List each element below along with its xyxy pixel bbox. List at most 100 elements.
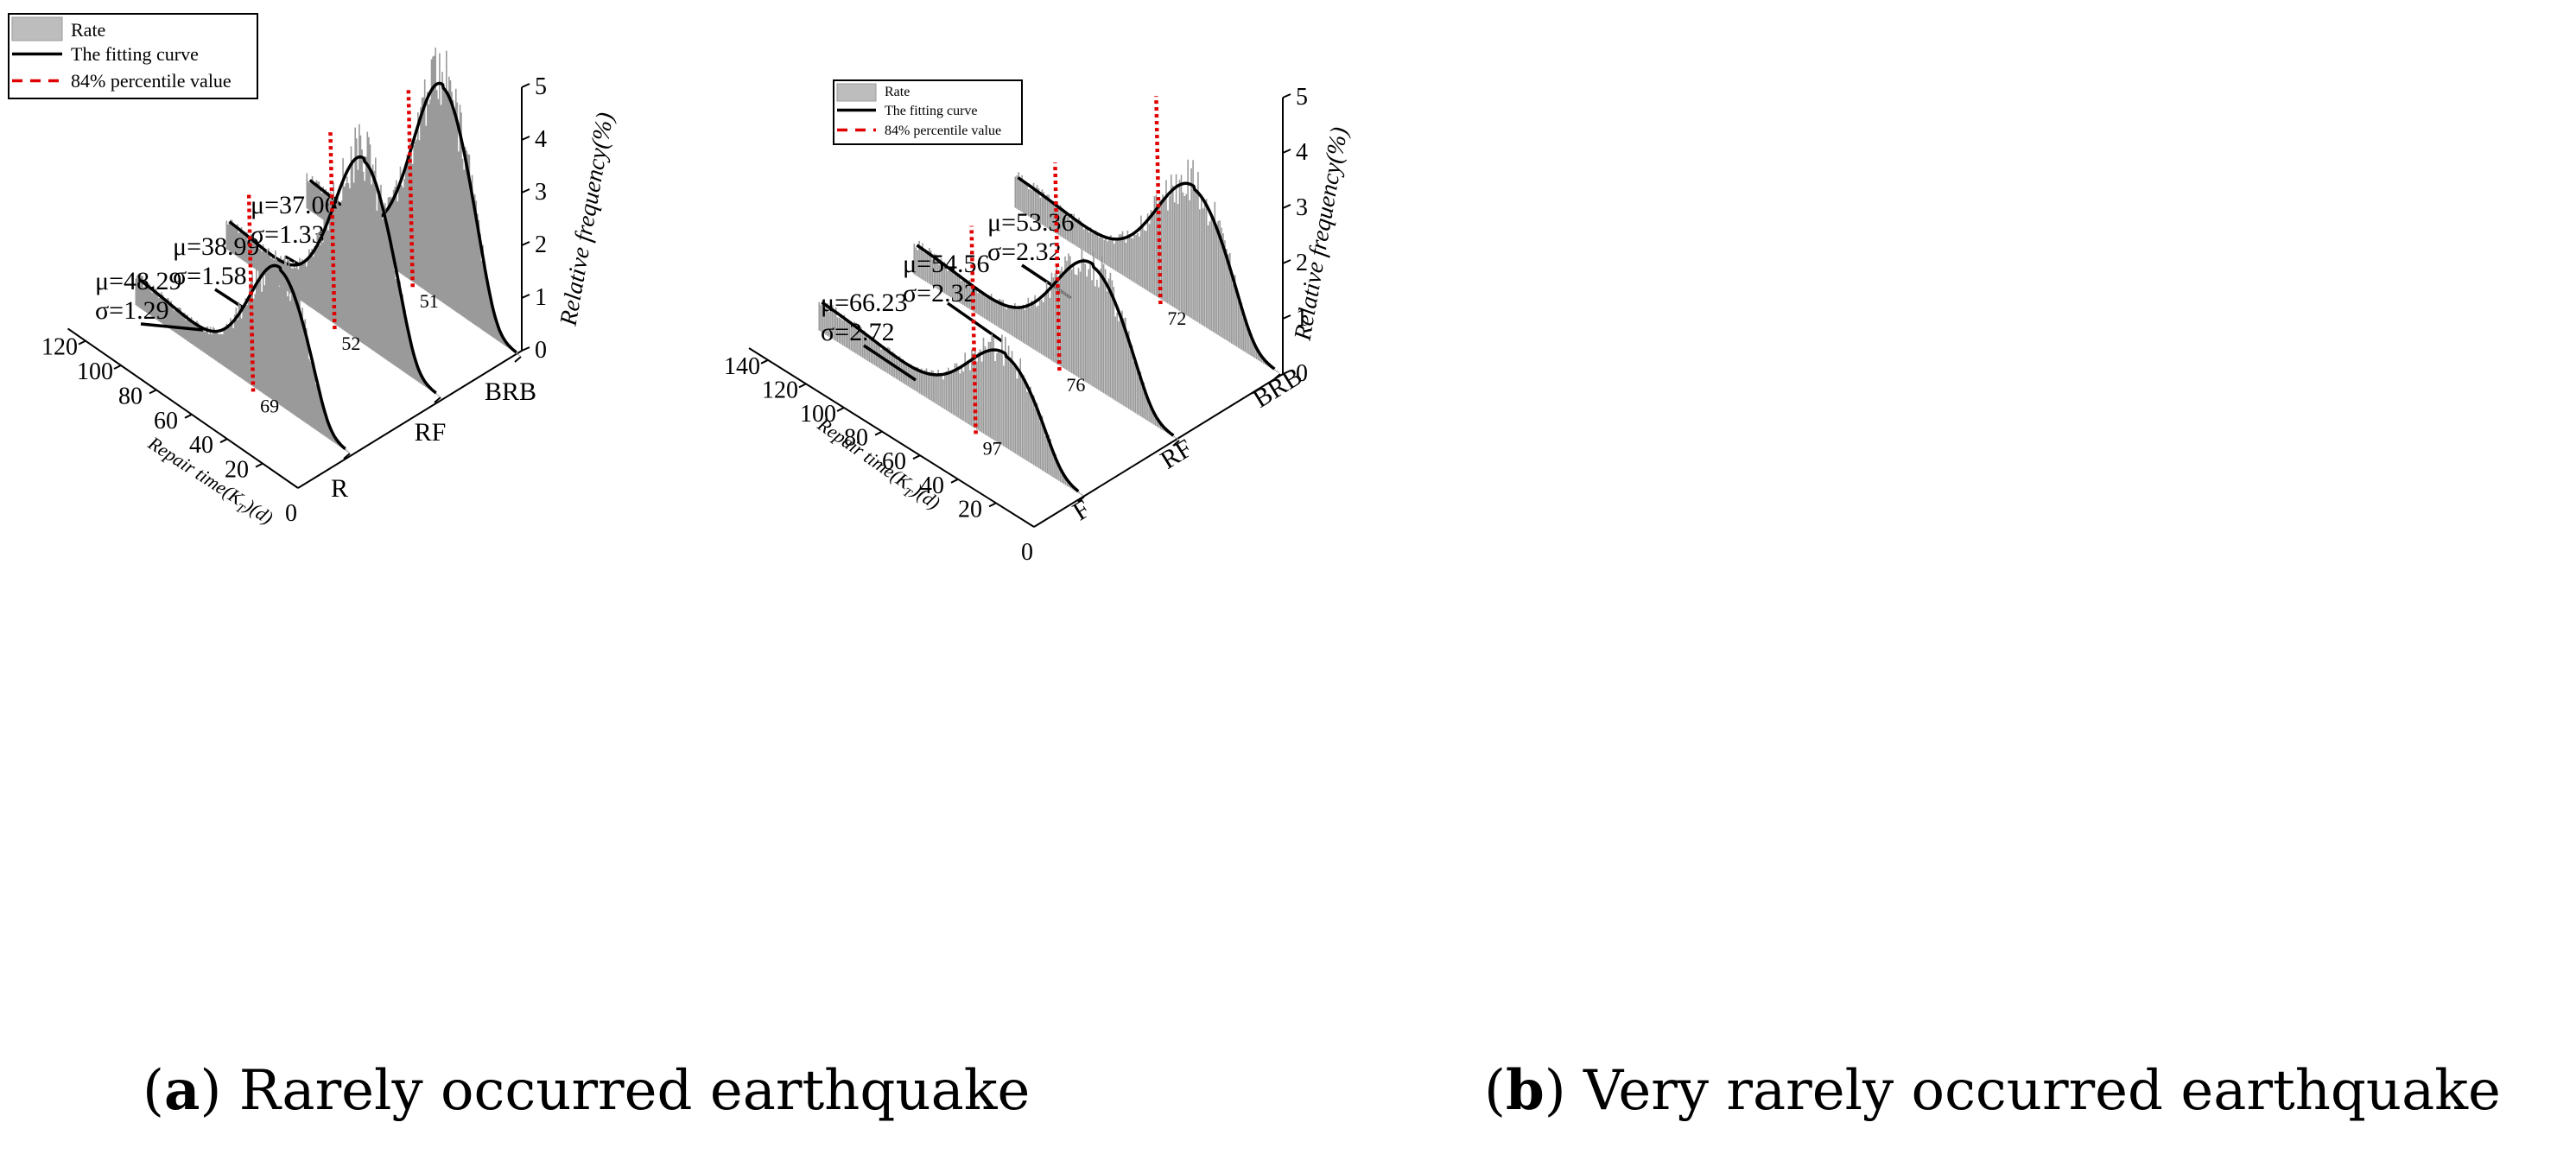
stats-leader-line	[140, 322, 204, 332]
x-tick-label: 80	[118, 383, 143, 409]
p84-value-label: 76	[1066, 374, 1085, 396]
legend-rate-swatch	[11, 16, 63, 41]
series-brb: 51 μ=37.06σ=1.33	[251, 48, 521, 356]
x-tick-label: 40	[920, 472, 944, 499]
x-tick-label: 60	[154, 408, 178, 434]
category-axis-line	[297, 350, 523, 489]
x-tick-label: 60	[882, 448, 906, 475]
sigma-label: σ=1.58	[173, 262, 247, 290]
category-tick-mark	[1077, 496, 1085, 503]
mu-label: μ=37.06	[251, 191, 338, 219]
panel-b-letter: b	[1505, 1058, 1545, 1123]
sigma-label: σ=2.32	[987, 238, 1062, 266]
z-axis-title: Relative frequency(%)	[555, 111, 619, 329]
z-tick-mark	[1282, 149, 1291, 154]
x-tick-mark	[113, 365, 122, 370]
category-tick-mark	[1172, 440, 1180, 447]
x-origin-label: 0	[285, 500, 297, 527]
x-tick-mark	[836, 407, 845, 412]
mu-label: μ=53.36	[987, 208, 1075, 237]
x-tick-label: 40	[189, 432, 213, 459]
x-tick-mark	[988, 502, 997, 508]
z-tick-mark	[521, 241, 530, 246]
category-label: R	[331, 474, 348, 503]
z-tick-mark	[1282, 93, 1291, 98]
x-tick-label: 100	[77, 358, 113, 385]
z-tick-mark	[1282, 259, 1291, 264]
z-tick-mark	[521, 188, 530, 193]
category-tick-mark	[514, 356, 522, 363]
z-tick-mark	[1282, 314, 1291, 320]
z-tick-mark	[521, 346, 530, 352]
p84-line	[1154, 96, 1163, 305]
sigma-label: σ=2.32	[903, 279, 977, 308]
p84-line	[1053, 162, 1062, 371]
z-tick-mark	[521, 294, 530, 299]
legend-p84-label: 84% percentile value	[885, 124, 1001, 138]
p84-value-label: 69	[260, 395, 279, 416]
x-tick-mark	[760, 358, 769, 365]
x-tick-label: 100	[800, 401, 836, 428]
series-f: 97 μ=66.23σ=2.72	[818, 225, 1083, 496]
z-tick-label: 2	[535, 231, 547, 258]
histogram-bars	[1014, 159, 1279, 373]
category-tick-mark	[343, 453, 351, 460]
panel-a-caption: (a) Rarely occurred earthquake	[143, 1058, 1031, 1123]
x-tick-mark	[798, 383, 807, 389]
panel-a-chart: 0 1 2 3 4 5 Relative frequency(%) R RF BRB 0 20 40 60…	[8, 13, 619, 529]
category-tick-mark	[434, 396, 441, 403]
z-tick-label: 5	[1296, 84, 1308, 111]
p84-line	[406, 86, 415, 288]
z-tick-label: 3	[535, 179, 547, 206]
p84-value-label: 97	[983, 437, 1002, 459]
p84-value-label: 51	[420, 290, 439, 312]
x-tick-mark	[78, 339, 86, 346]
stats-leader-line	[863, 344, 917, 382]
legend-fit-label: The fitting curve	[885, 104, 978, 118]
histogram-bars	[913, 240, 1178, 440]
x-tick-mark	[912, 454, 921, 460]
x-axis-title-tail: )(d)	[240, 494, 277, 529]
p84-line	[246, 192, 256, 392]
z-tick-label: 3	[1296, 194, 1308, 221]
p84-value-label: 72	[1167, 308, 1186, 329]
fitting-curve	[137, 263, 346, 451]
fitting-curve	[228, 155, 437, 395]
x-tick-label: 20	[958, 496, 982, 523]
panel-b-caption-text: Very rarely occurred earthquake	[1583, 1059, 2501, 1123]
sigma-label: σ=1.29	[95, 296, 169, 325]
legend-rate-label: Rate	[71, 19, 105, 41]
category-axis-line	[1033, 373, 1284, 528]
category-label: F	[1068, 495, 1095, 527]
panel-a-letter: a	[163, 1058, 200, 1123]
x-axis-line	[748, 347, 1035, 528]
x-tick-label: 140	[724, 353, 760, 380]
mu-label: μ=38.99	[173, 232, 260, 261]
mu-label: μ=66.23	[821, 288, 908, 317]
mu-label: μ=48.29	[95, 267, 182, 295]
z-tick-mark	[1282, 204, 1291, 209]
legend-fit-label: The fitting curve	[71, 43, 199, 65]
x-tick-label: 80	[844, 425, 868, 452]
fitting-curve	[1017, 176, 1276, 371]
x-tick-mark	[219, 438, 228, 444]
z-tick-label: 0	[535, 337, 547, 364]
p84-value-label: 52	[341, 333, 360, 354]
x-tick-label: 120	[762, 377, 798, 403]
z-tick-label: 0	[1296, 360, 1308, 387]
legend: Rate The fitting curve 84% percentile valu…	[833, 79, 1023, 145]
category-label: BRB	[485, 377, 536, 406]
z-tick-label: 1	[1296, 305, 1308, 332]
z-tick-label: 5	[535, 73, 547, 100]
fitting-curve	[916, 244, 1175, 437]
x-tick-mark	[149, 389, 157, 395]
category-tick-mark	[1273, 373, 1281, 380]
z-tick-label: 4	[1296, 139, 1308, 166]
sigma-label: σ=1.33	[251, 220, 325, 249]
legend-rate-label: Rate	[885, 85, 910, 99]
x-origin-label: 0	[1021, 539, 1033, 566]
z-tick-label: 4	[535, 126, 547, 153]
